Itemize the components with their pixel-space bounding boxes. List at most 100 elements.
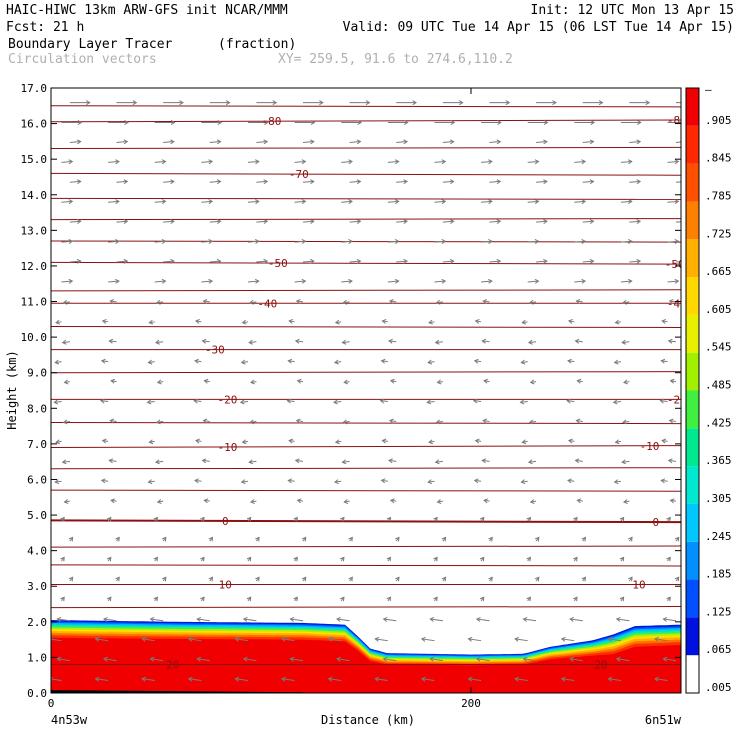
vector-arrow-head: [115, 576, 120, 582]
vector-arrow-head: [156, 379, 162, 385]
isotherm-line: [51, 489, 681, 492]
colorbar-label: .605: [705, 303, 732, 316]
vector-arrow-head: [301, 199, 307, 205]
vector-arrow: [154, 240, 166, 243]
colorbar-segment: [686, 579, 699, 618]
vector-arrow-head: [108, 338, 114, 344]
vector-arrow-head: [187, 676, 193, 682]
vector-arrow-head: [62, 299, 68, 305]
vector-arrow-head: [55, 319, 61, 325]
vector-arrow: [334, 361, 342, 364]
vector-arrow-head: [488, 278, 493, 284]
vector-arrow: [240, 401, 249, 403]
vector-arrow: [468, 638, 482, 642]
vector-arrow-head: [148, 319, 154, 325]
vector-arrow-head: [63, 499, 69, 505]
isotherm--10: [51, 445, 681, 448]
vector-arrow-head: [420, 636, 426, 642]
vector-arrow-head: [100, 358, 106, 364]
vector-arrow-head: [319, 100, 324, 106]
y-tick-label: 5.0: [27, 509, 47, 522]
x-tick-label: 200: [461, 697, 481, 710]
vector-arrow-head: [389, 498, 395, 504]
header-init-label: Init: 12 UTC Mon 13 Apr 15: [531, 3, 735, 18]
y-tick-label: 11.0: [21, 296, 48, 309]
vector-arrow-head: [522, 656, 528, 662]
vector-arrow-head: [488, 238, 493, 244]
vector-arrow: [101, 479, 109, 482]
colorbar-label: .485: [705, 379, 732, 392]
vector-arrow-head: [115, 238, 120, 244]
vector-arrow: [474, 479, 482, 482]
vector-arrow-head: [526, 556, 531, 562]
vector-arrow: [148, 480, 155, 483]
contour-label: 20: [595, 659, 608, 672]
isotherm-line: [51, 545, 681, 548]
vector-arrow: [489, 220, 501, 223]
vector-arrow-head: [203, 498, 209, 504]
vector-arrow-head: [449, 179, 455, 185]
vector-arrow: [489, 260, 501, 263]
vector-arrow-head: [449, 139, 455, 145]
vector-arrow: [55, 480, 62, 483]
vector-arrow-head: [161, 199, 167, 205]
vector-arrow: [629, 220, 641, 223]
isotherm-line: [51, 467, 681, 470]
isotherm-line: [51, 606, 681, 609]
vector-arrow: [197, 618, 210, 622]
vector-arrow-head: [240, 479, 246, 485]
vector-arrow-head: [336, 656, 341, 662]
vector-arrow-head: [288, 318, 294, 324]
vector-arrow: [434, 280, 446, 283]
vector-arrow-head: [569, 656, 574, 662]
vector-arrow: [256, 141, 268, 143]
vector-arrow-head: [662, 656, 668, 662]
vector-arrow-head: [141, 636, 147, 642]
vector-arrow-head: [669, 498, 675, 504]
vector-arrow-head: [234, 676, 240, 682]
vector-arrow: [427, 401, 435, 403]
vector-arrow: [482, 459, 490, 462]
vector-arrow: [613, 401, 622, 403]
vector-arrow: [209, 141, 221, 143]
vector-arrow: [667, 240, 679, 243]
vector-arrow: [582, 260, 594, 263]
vector-arrow: [150, 658, 164, 662]
vector-arrow-head: [589, 179, 595, 185]
vector-arrow-head: [263, 258, 269, 264]
vector-arrow-head: [255, 536, 260, 542]
vector-arrow: [661, 479, 668, 482]
vector-arrow: [336, 618, 350, 622]
vector-arrow-head: [483, 498, 488, 504]
vector-arrow-head: [388, 458, 393, 464]
vector-arrow: [570, 658, 583, 662]
vector-arrow-head: [627, 159, 633, 165]
vector-arrow: [383, 618, 397, 622]
vector-arrow: [163, 180, 174, 183]
vector-arrow-head: [567, 478, 572, 484]
vector-arrow-head: [615, 656, 621, 662]
vector-arrow: [527, 200, 539, 203]
vector-arrow-head: [666, 596, 671, 602]
vector-arrow: [388, 459, 397, 462]
vector-arrow: [54, 401, 62, 403]
vector-arrow: [430, 658, 443, 662]
vector-arrow-head: [653, 636, 659, 642]
vector-arrow-head: [403, 258, 409, 264]
vector-arrow-head: [386, 556, 392, 562]
tracer-band-10: [51, 637, 681, 693]
vector-arrow-head: [529, 379, 535, 385]
vector-arrow: [396, 260, 408, 263]
vector-arrow-head: [622, 499, 628, 505]
vector-arrow-head: [254, 159, 260, 165]
vector-arrow-head: [619, 516, 625, 522]
vector-arrow-head: [659, 398, 665, 404]
vector-arrow: [247, 240, 259, 243]
colorbar-segment: [686, 277, 699, 315]
vector-arrow: [343, 301, 350, 304]
vector-arrow: [63, 420, 70, 423]
y-tick-label: 6.0: [27, 473, 47, 486]
vector-arrow: [194, 400, 202, 403]
vector-arrow-head: [108, 458, 114, 464]
vector-arrow-head: [660, 358, 666, 364]
